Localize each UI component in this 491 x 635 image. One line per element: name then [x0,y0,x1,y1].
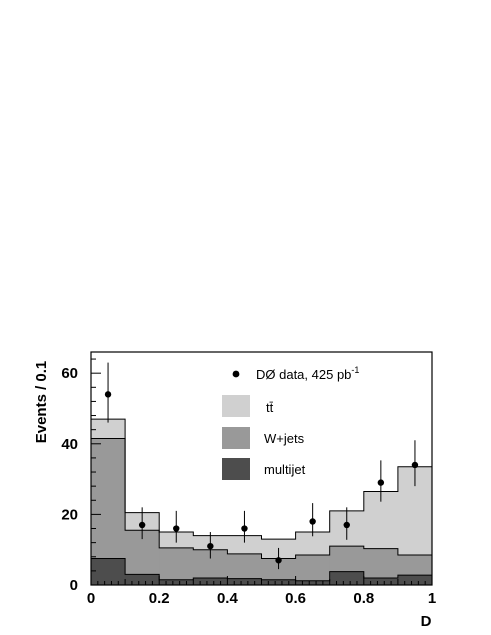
stacked-histogram [90,418,433,585]
legend-swatch-ttbar [222,395,250,417]
x-tick-label-5: 1 [428,590,436,607]
legend-entry-ttbar: tt̄ [222,395,274,417]
bar-multijet-3 [193,577,228,585]
bar-multijet-9 [397,575,433,585]
bar-tt-6 [295,532,331,555]
x-tick-label-4: 0.8 [353,590,374,607]
data-point-9 [411,461,419,469]
legend-entry-data: DØ data, 425 pb-1 [232,365,359,382]
outline-tt [90,418,433,585]
data-points [104,391,419,564]
legend: DØ data, 425 pb-1 tt̄ W+jets multijet [222,365,359,480]
x-tick-label-1: 0.2 [149,590,170,607]
bar-tt-0 [91,419,126,439]
bar-multijet-2 [159,579,194,585]
data-point-6 [309,518,316,525]
y-tick-label-3: 60 [61,365,78,382]
legend-swatch-multijet [222,458,250,480]
x-axis-title: D [421,613,432,630]
bar-Wjets-8 [363,548,399,578]
bar-multijet-6 [295,580,331,585]
y-axis-title: Events / 0.1 [33,361,50,444]
bar-multijet-5 [261,579,296,585]
legend-marker-data [232,370,240,378]
x-axis-tick-labels: 0 0.2 0.4 0.6 0.8 1 [87,590,436,607]
data-point-2 [173,525,180,532]
legend-label-multijet: multijet [264,462,306,477]
data-point-0 [104,391,112,398]
legend-entry-wjets: W+jets [222,427,305,449]
data-point-3 [207,542,214,550]
bar-multijet-4 [227,578,262,585]
y-axis-tick-labels: 0 20 40 60 [61,365,78,594]
bar-Wjets-6 [295,554,331,581]
legend-entry-multijet: multijet [222,458,306,480]
y-tick-label-1: 20 [61,506,78,523]
data-point-4 [241,525,248,532]
plot-area [90,351,433,586]
data-point-5 [275,557,282,564]
bar-multijet-1 [125,574,160,585]
legend-label-data: DØ data, 425 pb-1 [256,365,359,382]
x-tick-label-0: 0 [87,590,95,607]
bar-multijet-7 [329,571,365,585]
axis-ticks [90,358,433,586]
bar-multijet-0 [91,558,126,585]
bar-Wjets-4 [227,553,262,579]
bar-Wjets-7 [329,546,365,572]
bar-multijet-8 [363,577,399,585]
legend-label-ttbar: tt̄ [266,400,274,415]
bar-tt-4 [227,535,262,554]
legend-label-wjets: W+jets [264,431,305,446]
y-tick-label-0: 0 [70,577,78,594]
bar-Wjets-2 [159,547,194,580]
y-tick-label-2: 40 [61,436,78,453]
data-point-7 [343,521,350,529]
bar-Wjets-9 [397,554,433,576]
bar-Wjets-0 [91,438,126,559]
data-point-8 [377,479,385,486]
x-tick-label-3: 0.6 [285,590,306,607]
x-tick-label-2: 0.4 [217,590,239,607]
legend-swatch-wjets [222,427,250,449]
data-point-1 [138,521,146,529]
